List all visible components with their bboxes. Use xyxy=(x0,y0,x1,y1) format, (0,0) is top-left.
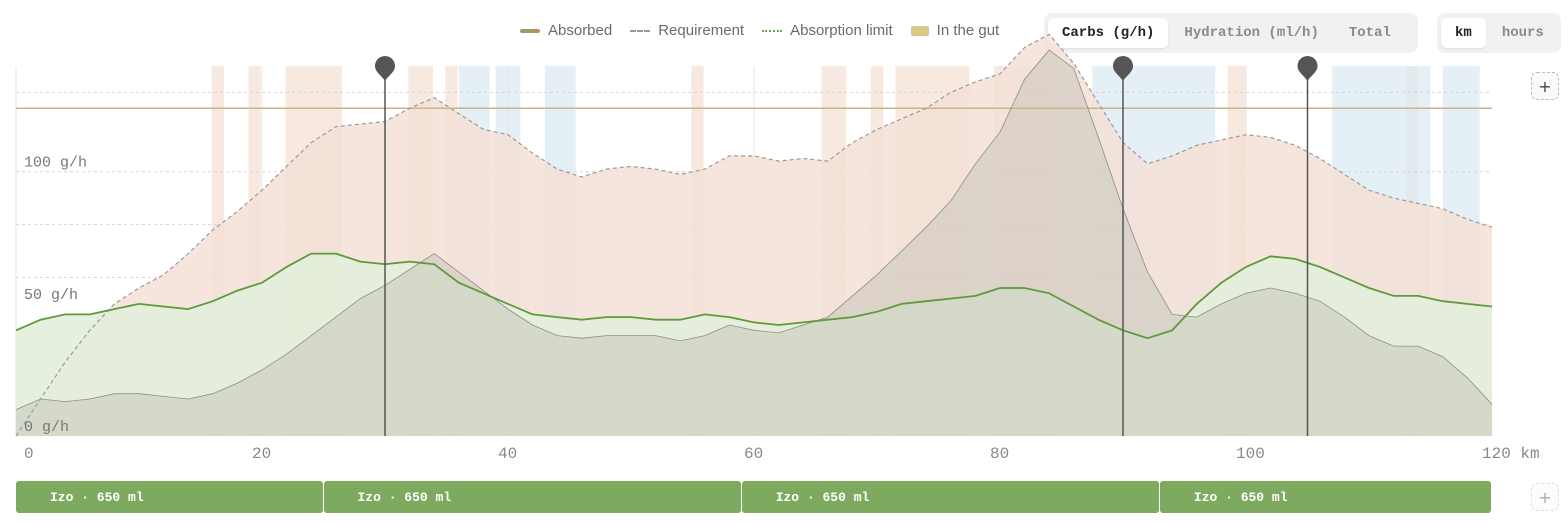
tab-hours[interactable]: hours xyxy=(1501,25,1544,41)
x-tick-label: 100 xyxy=(1236,445,1265,463)
tab-km[interactable]: km xyxy=(1441,18,1486,48)
y-tick-label: 100 g/h xyxy=(24,155,87,172)
absorption-limit-swatch xyxy=(762,29,783,32)
chart-lines xyxy=(15,33,1493,437)
legend-absorbed-label: Absorbed xyxy=(548,22,613,39)
x-tick-label: 0 xyxy=(24,445,34,463)
tab-total[interactable]: Total xyxy=(1348,25,1391,41)
bottle-segment[interactable]: Izo · 650 ml xyxy=(323,481,741,513)
add-bottle-button[interactable]: + xyxy=(1531,483,1559,511)
feed-pin-head xyxy=(1113,56,1133,81)
chart-legend: Absorbed Requirement Absorption limit In… xyxy=(520,22,999,39)
x-tick-label: 40 xyxy=(498,445,517,463)
legend-absorption-limit-label: Absorption limit xyxy=(790,22,893,39)
absorbed-line xyxy=(15,252,1493,340)
tab-carbs[interactable]: Carbs (g/h) xyxy=(1048,18,1169,48)
requirement-line xyxy=(15,33,1493,437)
in-the-gut-swatch xyxy=(910,25,929,36)
axis-unit-toggle: km hours xyxy=(1437,13,1561,53)
legend-absorbed: Absorbed xyxy=(520,22,612,39)
y-axis-labels: 0 g/h 50 g/h 100 g/h xyxy=(24,155,87,436)
legend-in-the-gut: In the gut xyxy=(910,22,1000,39)
legend-absorption-limit: Absorption limit xyxy=(762,22,893,39)
tab-hydration[interactable]: Hydration (ml/h) xyxy=(1184,25,1319,41)
feed-pin-head xyxy=(375,56,395,81)
absorbed-swatch xyxy=(520,28,540,33)
legend-requirement-label: Requirement xyxy=(658,22,745,39)
bottle-segment[interactable]: Izo · 650 ml xyxy=(1159,481,1491,513)
legend-in-the-gut-label: In the gut xyxy=(936,22,1000,39)
in-the-gut-line xyxy=(15,49,1493,410)
x-tick-label: 80 xyxy=(990,445,1009,463)
x-tick-label: 60 xyxy=(744,445,763,463)
x-axis-labels: 0 20 40 60 80 100 120 km xyxy=(24,445,1540,463)
legend-requirement: Requirement xyxy=(630,22,744,39)
nutrition-chart: 0 g/h 50 g/h 100 g/h 0 20 40 60 80 100 120 km xyxy=(15,33,1540,463)
requirement-swatch xyxy=(630,29,651,32)
metric-toggle: Carbs (g/h) Hydration (ml/h) Total xyxy=(1044,13,1418,53)
bottle-segment[interactable]: Izo · 650 ml xyxy=(741,481,1159,513)
feed-pins xyxy=(375,56,1318,436)
x-tick-label: 20 xyxy=(252,445,271,463)
bottle-segment[interactable]: Izo · 650 ml xyxy=(16,481,323,513)
feed-pin-head xyxy=(1297,56,1318,81)
y-tick-label: 50 g/h xyxy=(24,287,78,304)
add-marker-button[interactable]: + xyxy=(1531,72,1559,100)
x-tick-label: 120 km xyxy=(1482,445,1540,463)
y-tick-label: 0 g/h xyxy=(24,419,69,436)
